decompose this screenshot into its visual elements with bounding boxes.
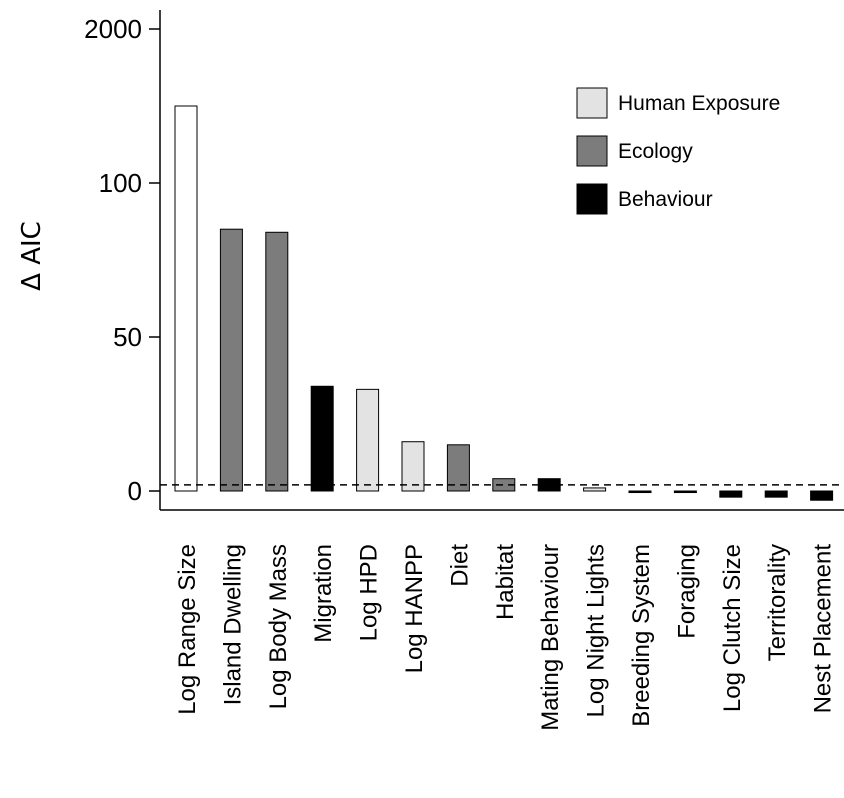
category-label: Island Dwelling xyxy=(219,544,246,705)
bar xyxy=(673,490,697,494)
legend-swatch xyxy=(576,135,608,167)
bar xyxy=(583,487,607,492)
legend-label: Ecology xyxy=(618,140,693,163)
y-tick-label: 50 xyxy=(113,322,142,352)
bar xyxy=(174,105,198,492)
bar xyxy=(356,388,380,492)
y-tick-label: 0 xyxy=(128,476,142,506)
bar xyxy=(265,231,289,492)
category-label: Migration xyxy=(310,544,337,643)
y-axis-label: Δ AIC xyxy=(17,221,47,291)
category-label: Habitat xyxy=(492,544,519,620)
y-axis: 0 50 100 2000 xyxy=(84,10,844,511)
bar xyxy=(628,490,652,494)
legend-swatch xyxy=(576,183,608,215)
legend-swatch xyxy=(576,87,608,119)
bar xyxy=(810,490,834,501)
category-label: Log Clutch Size xyxy=(719,544,746,712)
category-label: Log Body Mass xyxy=(265,544,292,709)
y-tick-label: 100 xyxy=(99,168,142,198)
y-tick-label: 2000 xyxy=(84,14,142,44)
category-label: Diet xyxy=(446,544,473,587)
category-label: Mating Behaviour xyxy=(537,544,564,731)
category-label: Nest Placement xyxy=(810,544,837,714)
bar xyxy=(719,490,743,498)
category-label: Territorality xyxy=(764,544,791,661)
category-label: Log HANPP xyxy=(401,544,428,673)
category-label: Foraging xyxy=(673,544,700,639)
category-label: Log Night Lights xyxy=(583,544,610,717)
legend-label: Behaviour xyxy=(618,188,713,211)
category-label: Log HPD xyxy=(356,544,383,641)
bar xyxy=(446,444,470,492)
bar xyxy=(219,228,243,492)
bars xyxy=(160,105,844,501)
category-labels: Log Range Size Island Dwelling Log Body Ma… xyxy=(174,544,837,731)
legend: Human Exposure Ecology Behaviour xyxy=(576,87,780,215)
bar xyxy=(401,441,425,492)
bar xyxy=(310,385,334,492)
bar xyxy=(764,490,788,498)
category-label: Breeding System xyxy=(628,544,655,727)
legend-label: Human Exposure xyxy=(618,92,780,115)
category-label: Log Range Size xyxy=(174,544,201,715)
